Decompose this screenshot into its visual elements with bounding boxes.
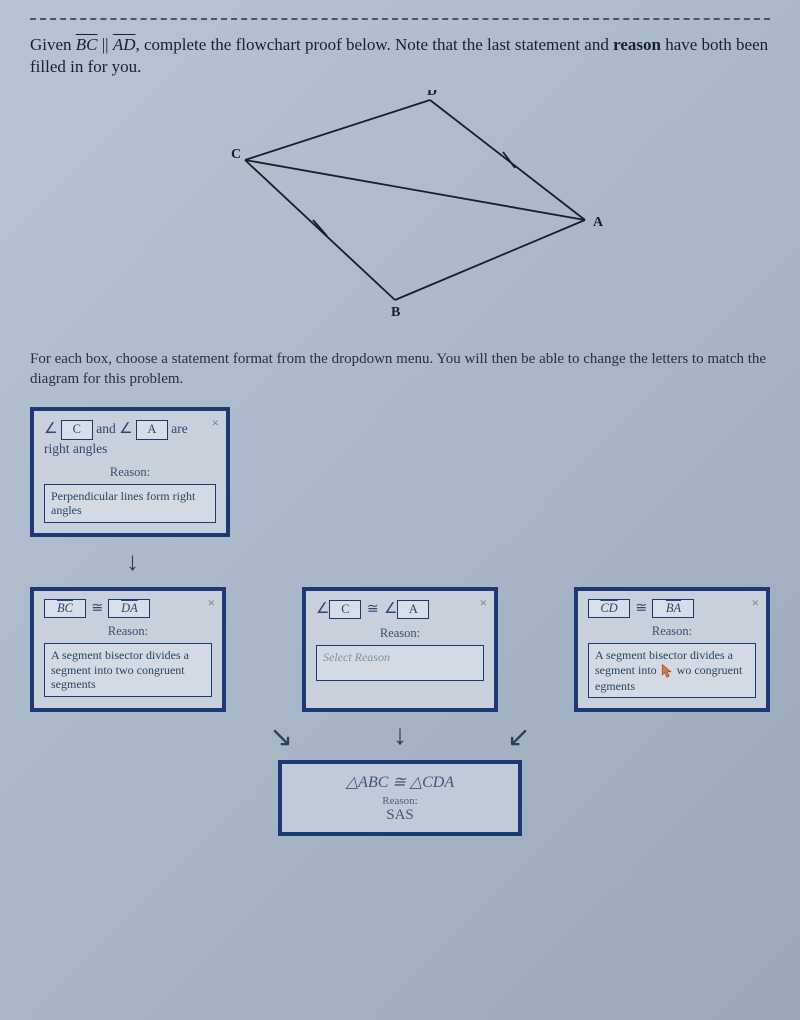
proof-box-1[interactable]: × ∠ C and ∠ A are right angles Reason: P… <box>30 407 230 537</box>
segment-bc: BC <box>76 35 98 54</box>
segment-ad: AD <box>113 35 136 54</box>
proof-box-right[interactable]: × CD ≅ BA Reason: A segment bisector div… <box>574 587 770 713</box>
close-icon[interactable]: × <box>212 415 219 431</box>
close-icon[interactable]: × <box>752 595 759 611</box>
angle-symbol: ∠ <box>316 601 329 617</box>
divider <box>30 18 770 20</box>
proof-box-final: △ABC ≅ △CDA Reason: SAS <box>278 760 522 836</box>
angle-letter-1[interactable]: C <box>61 420 93 440</box>
parallel-symbol: || <box>98 35 113 54</box>
reason-dropdown-right[interactable]: A segment bisector divides a segment int… <box>588 643 756 698</box>
cong-symbol: ≅ <box>365 602 381 617</box>
final-statement: △ABC ≅ △CDA <box>290 772 510 792</box>
reason-label: Reason: <box>44 624 212 639</box>
arrow-down-icon: ↓ <box>393 720 407 754</box>
reason-dropdown-1[interactable]: Perpendicular lines form right angles <box>44 484 216 523</box>
svg-text:B: B <box>391 305 400 320</box>
svg-text:C: C <box>231 147 241 162</box>
reason-label: Reason: <box>316 626 484 641</box>
svg-text:D: D <box>427 90 437 99</box>
close-icon[interactable]: × <box>208 595 215 611</box>
cong-symbol: ≅ <box>89 601 105 616</box>
angle-symbol: ∠ <box>384 601 397 617</box>
angle-letter[interactable]: C <box>329 600 361 620</box>
reason-label: Reason: <box>588 624 756 639</box>
statement-right: CD ≅ BA <box>588 599 756 619</box>
prompt-bold: reason <box>613 35 661 54</box>
reason-dropdown-mid[interactable]: Select Reason <box>316 645 484 681</box>
angle-letter[interactable]: A <box>397 600 429 620</box>
proof-box-mid[interactable]: × ∠C ≅ ∠A Reason: Select Reason <box>302 587 498 713</box>
arrow-down-icon: ↓ <box>126 547 139 577</box>
close-icon[interactable]: × <box>480 595 487 611</box>
statement-1: ∠ C and ∠ A are right angles <box>44 419 216 459</box>
question-prompt: Given BC || AD, complete the flowchart p… <box>30 34 770 78</box>
cong-symbol: ≅ <box>633 601 649 616</box>
diagram-svg: C D A B <box>185 90 615 320</box>
geometry-diagram: C D A B <box>30 90 770 320</box>
merge-arrows: ↘ ↓ ↙ <box>30 720 770 754</box>
seg-box[interactable]: CD <box>588 599 630 619</box>
svg-text:A: A <box>593 215 604 230</box>
prompt-text: Given <box>30 35 76 54</box>
angle-symbol: ∠ <box>44 421 57 437</box>
statement-mid: ∠C ≅ ∠A <box>316 599 484 620</box>
arrow-diag-left-icon: ↘ <box>270 720 293 754</box>
final-reason: SAS <box>290 807 510 824</box>
cursor-icon <box>660 663 674 679</box>
angle-symbol: ∠ <box>119 421 132 437</box>
arrow-diag-right-icon: ↙ <box>507 720 530 754</box>
reason-dropdown-left[interactable]: A segment bisector divides a segment int… <box>44 643 212 696</box>
are-text: are <box>171 421 187 436</box>
statement-left: BC ≅ DA <box>44 599 212 619</box>
prompt-suffix: , complete the flowchart proof below. No… <box>136 35 614 54</box>
seg-box[interactable]: BA <box>652 599 694 619</box>
instructions: For each box, choose a statement format … <box>30 350 770 389</box>
angle-letter-2[interactable]: A <box>136 420 168 440</box>
proof-box-left[interactable]: × BC ≅ DA Reason: A segment bisector div… <box>30 587 226 713</box>
and-text: and <box>96 421 116 436</box>
seg-box[interactable]: DA <box>108 599 150 619</box>
final-reason-label: Reason: <box>290 795 510 807</box>
right-angles-text: right angles <box>44 441 107 456</box>
seg-box[interactable]: BC <box>44 599 86 619</box>
reason-label: Reason: <box>44 465 216 480</box>
